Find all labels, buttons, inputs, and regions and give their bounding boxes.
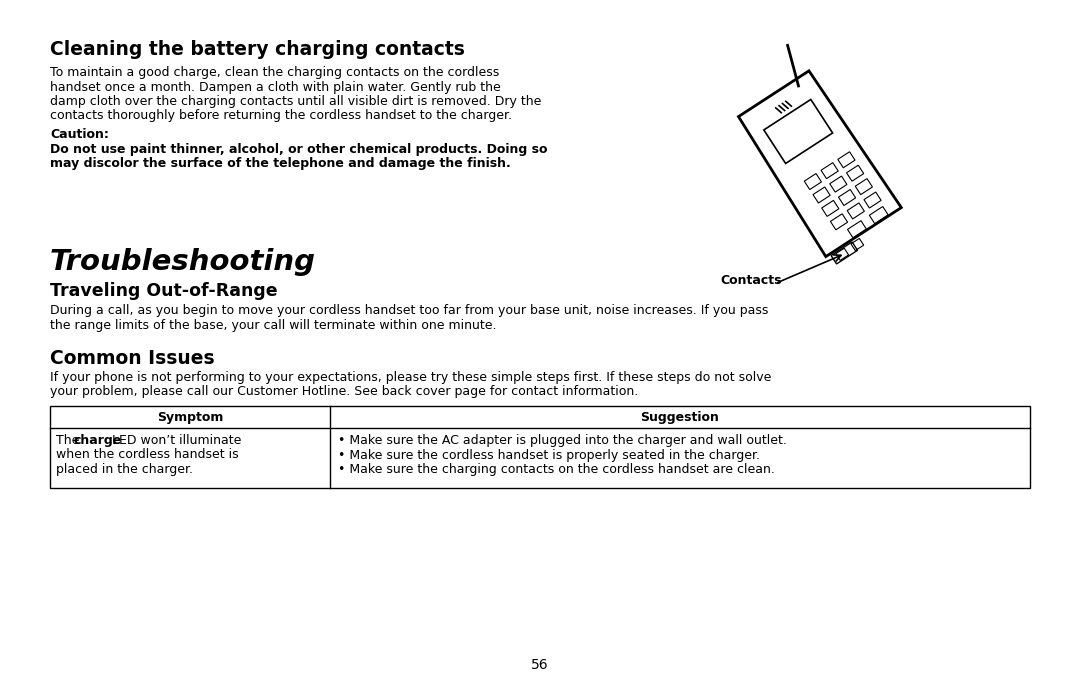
Text: may discolor the surface of the telephone and damage the finish.: may discolor the surface of the telephon… [50, 157, 511, 170]
Text: Cleaning the battery charging contacts: Cleaning the battery charging contacts [50, 40, 464, 59]
Text: • Make sure the AC adapter is plugged into the charger and wall outlet.: • Make sure the AC adapter is plugged in… [338, 434, 787, 447]
Text: Contacts: Contacts [720, 274, 782, 287]
Text: Suggestion: Suggestion [640, 411, 719, 424]
Text: If your phone is not performing to your expectations, please try these simple st: If your phone is not performing to your … [50, 371, 771, 384]
Text: LED won’t illuminate: LED won’t illuminate [108, 434, 241, 447]
Text: your problem, please call our Customer Hotline. See back cover page for contact : your problem, please call our Customer H… [50, 385, 638, 398]
Text: Symptom: Symptom [157, 411, 224, 424]
Text: The: The [56, 434, 83, 447]
Text: 56: 56 [531, 658, 549, 672]
Text: when the cordless handset is: when the cordless handset is [56, 449, 239, 462]
Text: Caution:: Caution: [50, 128, 109, 141]
Text: Traveling Out-of-Range: Traveling Out-of-Range [50, 282, 278, 300]
Text: • Make sure the charging contacts on the cordless handset are clean.: • Make sure the charging contacts on the… [338, 463, 774, 476]
Text: damp cloth over the charging contacts until all visible dirt is removed. Dry the: damp cloth over the charging contacts un… [50, 95, 541, 108]
Polygon shape [739, 71, 902, 257]
Text: Common Issues: Common Issues [50, 349, 215, 368]
Text: handset once a month. Dampen a cloth with plain water. Gently rub the: handset once a month. Dampen a cloth wit… [50, 80, 501, 94]
Text: contacts thoroughly before returning the cordless handset to the charger.: contacts thoroughly before returning the… [50, 109, 512, 122]
Text: During a call, as you begin to move your cordless handset too far from your base: During a call, as you begin to move your… [50, 304, 768, 317]
Text: placed in the charger.: placed in the charger. [56, 463, 193, 476]
Text: charge: charge [75, 434, 122, 447]
Text: Troubleshooting: Troubleshooting [50, 248, 316, 276]
Text: • Make sure the cordless handset is properly seated in the charger.: • Make sure the cordless handset is prop… [338, 449, 760, 462]
Text: Do not use paint thinner, alcohol, or other chemical products. Doing so: Do not use paint thinner, alcohol, or ot… [50, 142, 548, 155]
Text: To maintain a good charge, clean the charging contacts on the cordless: To maintain a good charge, clean the cha… [50, 66, 499, 79]
Text: the range limits of the base, your call will terminate within one minute.: the range limits of the base, your call … [50, 319, 497, 332]
Bar [50, 406, 1030, 488]
